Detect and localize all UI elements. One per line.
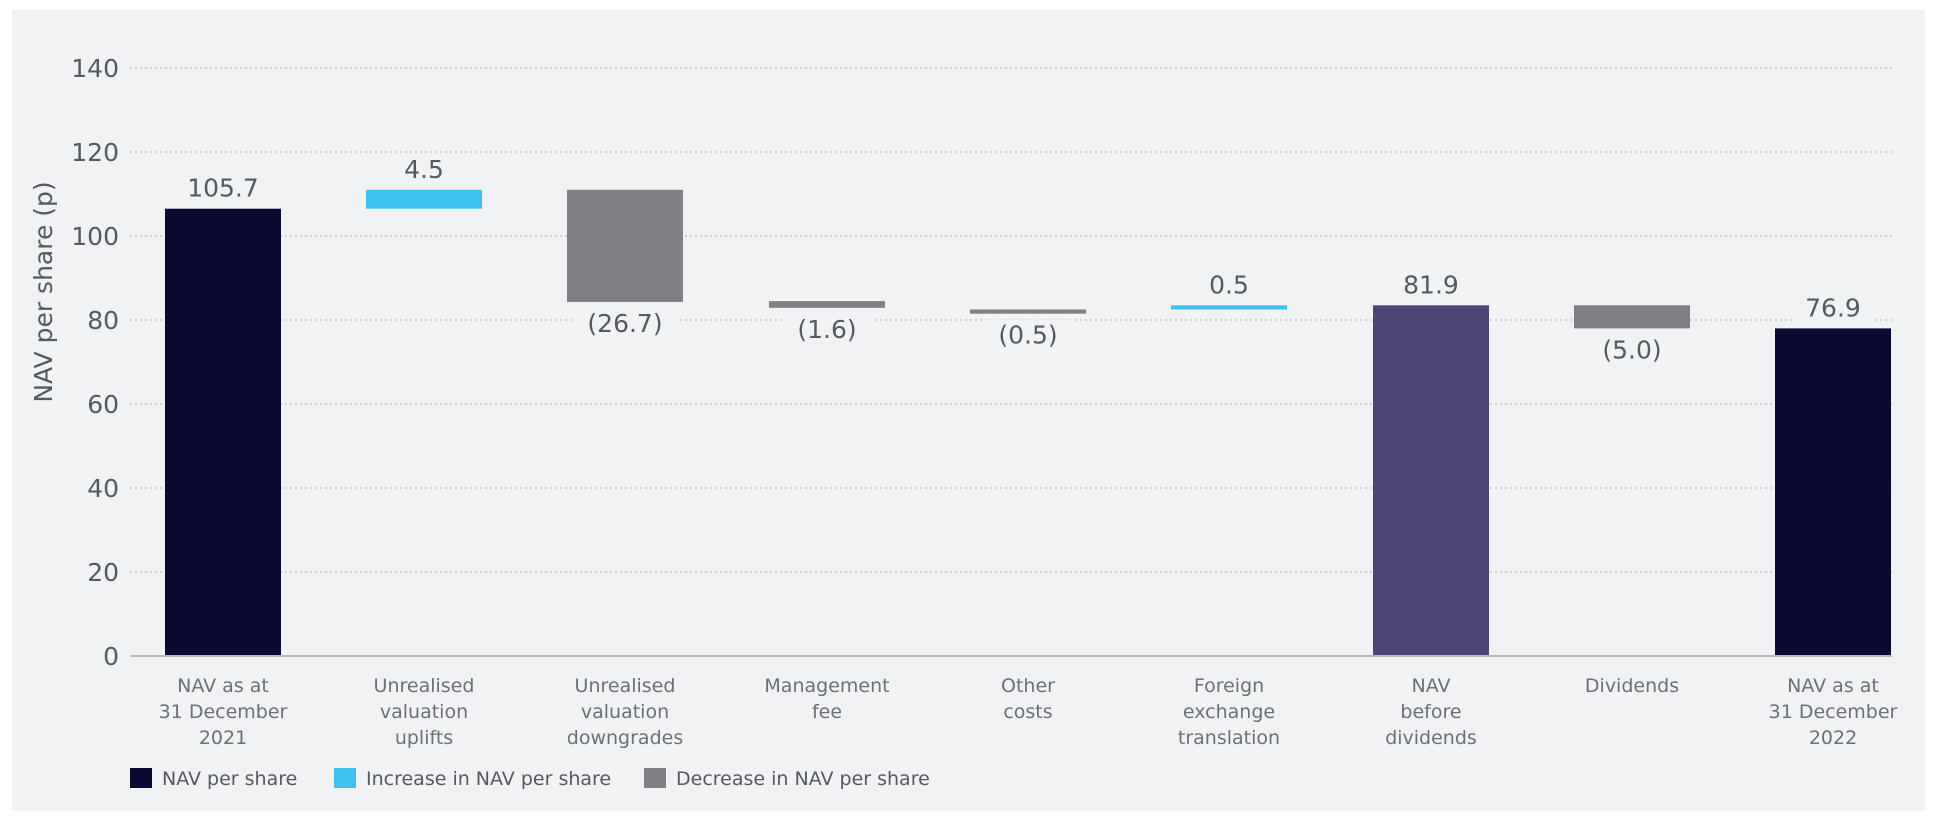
value-label: 105.7 bbox=[187, 174, 259, 203]
y-tick-label: 60 bbox=[87, 390, 119, 419]
value-label: 76.9 bbox=[1805, 293, 1861, 322]
legend-label: Decrease in NAV per share bbox=[676, 768, 930, 790]
category-label: 2022 bbox=[1809, 727, 1857, 749]
category-label: before bbox=[1400, 701, 1461, 723]
value-label-backdrop bbox=[781, 313, 873, 346]
value-labels: 105.7 4.5 (26.7) (1.6) (0.5) 0.5 81.9 (5.0) 76.9 bbox=[177, 153, 1871, 367]
value-label-backdrop bbox=[982, 319, 1074, 352]
category-label: Unrealised bbox=[374, 675, 475, 697]
bar-increase bbox=[1171, 305, 1287, 310]
value-label: 0.5 bbox=[1209, 270, 1249, 299]
legend-swatch-total bbox=[130, 768, 152, 788]
category-label: valuation bbox=[380, 701, 468, 723]
category-label: Dividends bbox=[1585, 675, 1679, 697]
bar-total bbox=[1775, 328, 1891, 656]
legend-label: Increase in NAV per share bbox=[366, 768, 611, 790]
y-tick-label: 140 bbox=[71, 54, 119, 83]
category-label: exchange bbox=[1183, 701, 1275, 723]
bar-subtotal bbox=[1373, 305, 1489, 656]
category-label: 31 December bbox=[1769, 701, 1898, 723]
y-tick-label: 80 bbox=[87, 306, 119, 335]
category-label: 31 December bbox=[159, 701, 288, 723]
bar-decrease bbox=[1574, 305, 1690, 329]
legend-swatch-increase bbox=[334, 768, 356, 788]
bar-decrease bbox=[970, 309, 1086, 314]
category-label: valuation bbox=[581, 701, 669, 723]
y-tick-label: 40 bbox=[87, 474, 119, 503]
bar-total bbox=[165, 208, 281, 656]
category-label: 2021 bbox=[199, 727, 247, 749]
bar-decrease bbox=[567, 189, 683, 302]
waterfall-chart: 0 20 40 60 80 100 120 140 NAV per share (p) 105… bbox=[29, 54, 1898, 790]
value-label: (5.0) bbox=[1602, 335, 1661, 364]
category-labels: NAV as at 31 December 2021 Unrealised valuat… bbox=[159, 675, 1898, 749]
legend-swatch-decrease bbox=[644, 768, 666, 788]
value-label-backdrop bbox=[572, 307, 678, 340]
value-label: (1.6) bbox=[797, 315, 856, 344]
value-label-backdrop bbox=[393, 153, 455, 186]
category-label: NAV as at bbox=[177, 675, 269, 697]
y-tick-label: 100 bbox=[71, 222, 119, 251]
category-label: uplifts bbox=[395, 727, 453, 749]
value-label: (0.5) bbox=[998, 321, 1057, 350]
legend-label: NAV per share bbox=[162, 768, 297, 790]
category-label: Foreign bbox=[1194, 675, 1264, 697]
bar-increase bbox=[366, 189, 482, 209]
category-label: dividends bbox=[1385, 727, 1477, 749]
value-label: 4.5 bbox=[404, 155, 444, 184]
value-label-backdrop bbox=[1393, 269, 1469, 302]
category-label: Unrealised bbox=[575, 675, 676, 697]
category-label: Management bbox=[764, 675, 889, 697]
category-label: NAV as at bbox=[1787, 675, 1879, 697]
value-label-backdrop bbox=[1795, 292, 1871, 325]
y-axis-label: NAV per share (p) bbox=[29, 181, 58, 402]
chart-panel: 0 20 40 60 80 100 120 140 NAV per share (p) 105… bbox=[12, 10, 1925, 811]
legend: NAV per share Increase in NAV per share De… bbox=[130, 768, 930, 790]
bar-decrease bbox=[769, 301, 885, 308]
y-axis-ticks: 0 20 40 60 80 100 120 140 bbox=[71, 54, 119, 671]
category-label: downgrades bbox=[567, 727, 683, 749]
value-label: 81.9 bbox=[1403, 270, 1459, 299]
value-label-backdrop bbox=[1586, 334, 1678, 367]
category-label: costs bbox=[1003, 701, 1052, 723]
category-label: translation bbox=[1178, 727, 1280, 749]
category-label: NAV bbox=[1412, 675, 1451, 697]
category-label: Other bbox=[1001, 675, 1055, 697]
y-tick-label: 120 bbox=[71, 138, 119, 167]
bars bbox=[165, 189, 1891, 656]
value-label: (26.7) bbox=[587, 309, 662, 338]
y-tick-label: 20 bbox=[87, 558, 119, 587]
category-label: fee bbox=[812, 701, 842, 723]
value-label-backdrop bbox=[1198, 269, 1260, 302]
y-tick-label: 0 bbox=[103, 642, 119, 671]
value-label-backdrop bbox=[177, 172, 269, 205]
